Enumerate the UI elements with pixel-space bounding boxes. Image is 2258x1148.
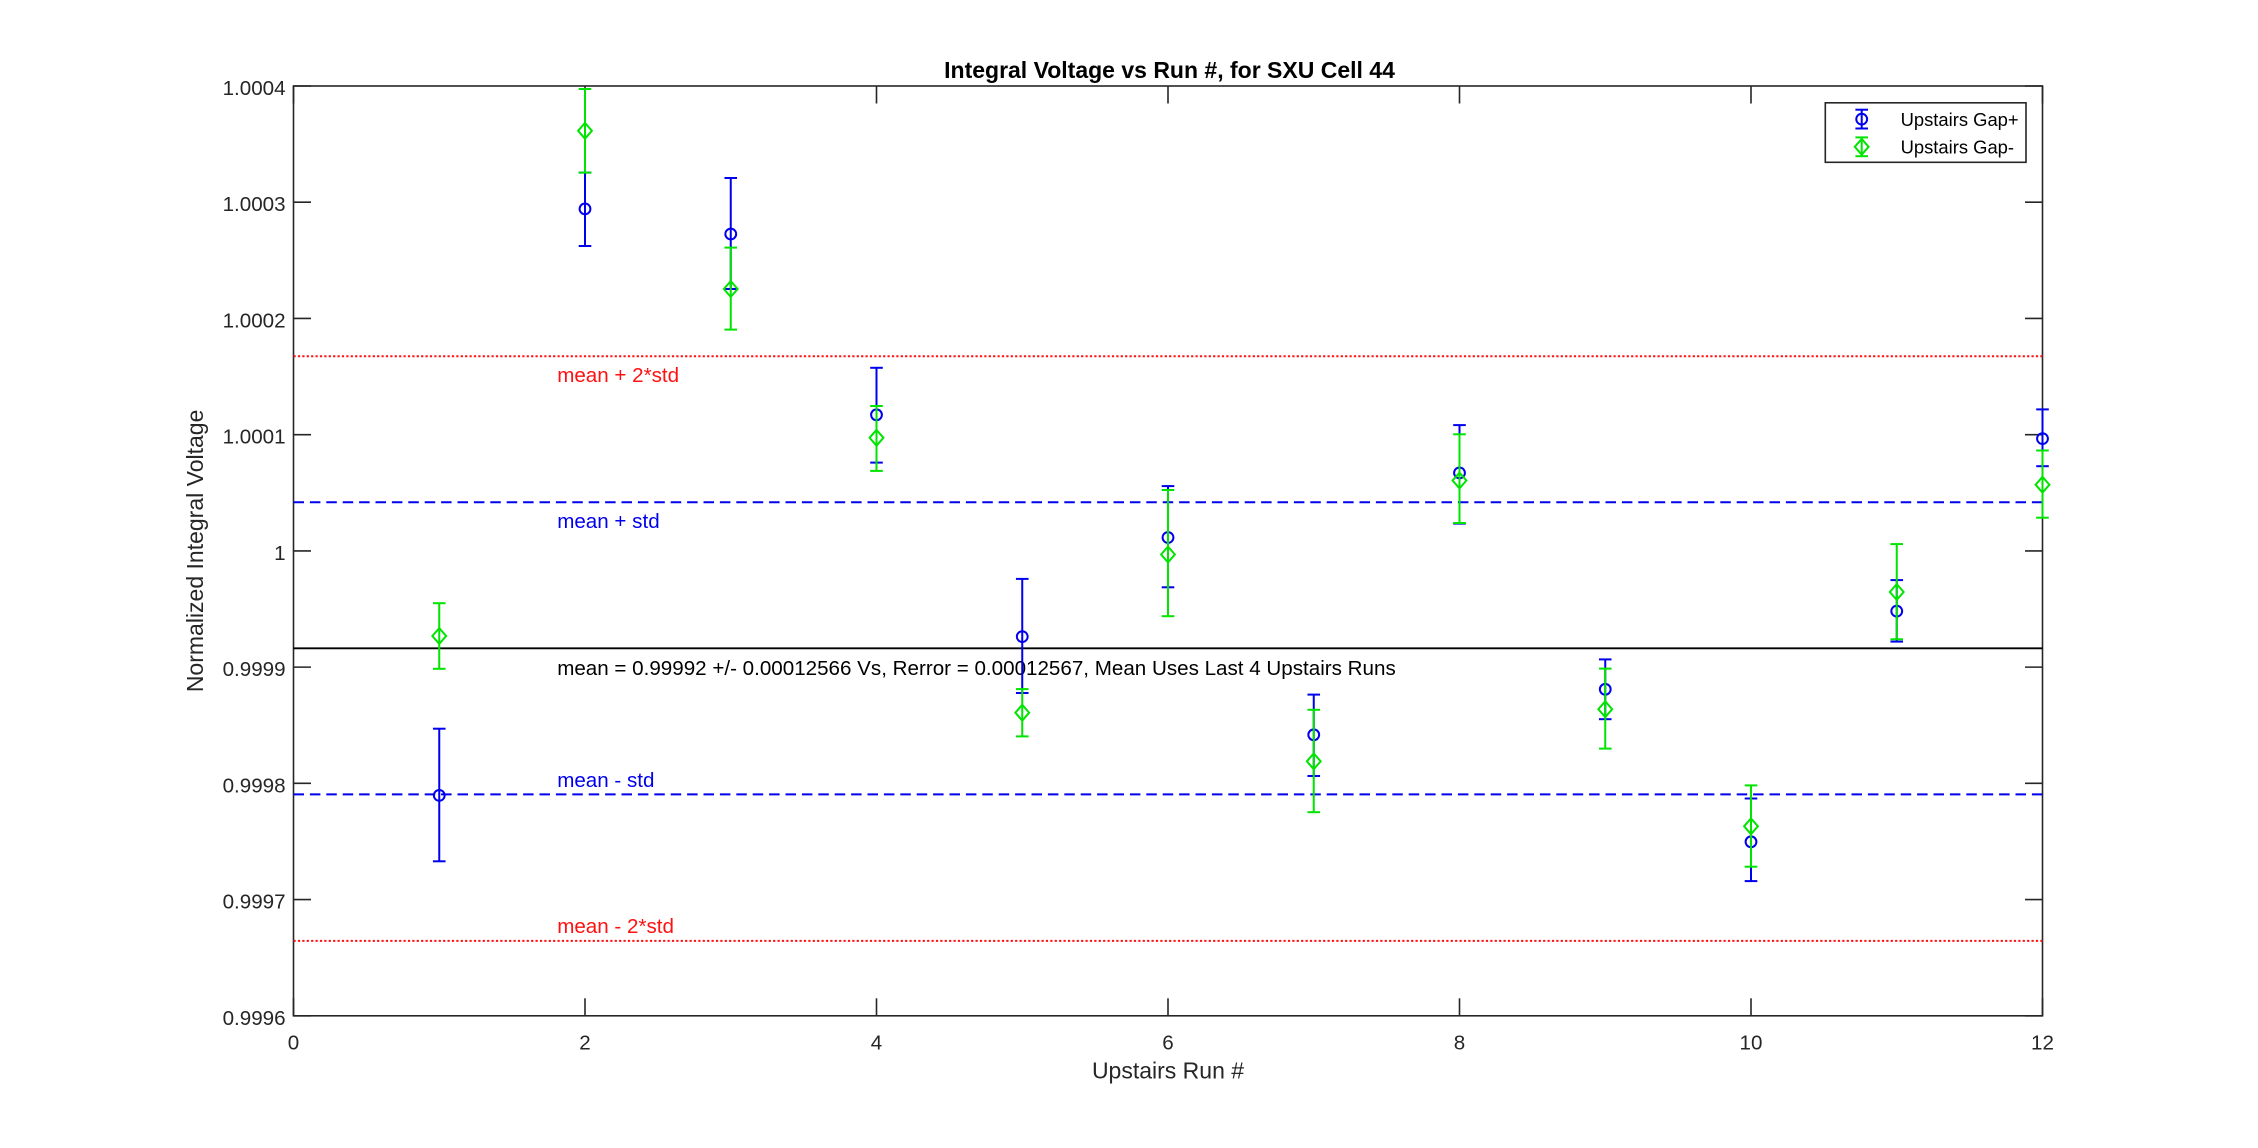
svg-text:mean - std: mean - std	[557, 769, 654, 792]
svg-text:0.9998: 0.9998	[223, 774, 286, 797]
svg-text:mean + std: mean + std	[557, 510, 659, 533]
svg-text:1.0001: 1.0001	[223, 426, 286, 449]
svg-text:mean - 2*std: mean - 2*std	[557, 915, 674, 938]
svg-text:Normalized Integral Voltage: Normalized Integral Voltage	[182, 410, 208, 693]
svg-text:6: 6	[1162, 1032, 1173, 1055]
svg-text:1.0002: 1.0002	[223, 309, 286, 332]
svg-text:8: 8	[1454, 1032, 1465, 1055]
svg-text:10: 10	[1740, 1032, 1763, 1055]
svg-text:1.0004: 1.0004	[223, 77, 286, 100]
svg-text:2: 2	[579, 1032, 590, 1055]
svg-text:0.9997: 0.9997	[223, 891, 286, 914]
svg-text:Upstairs Run #: Upstairs Run #	[1092, 1058, 1244, 1084]
svg-text:mean = 0.99992 +/- 0.00012566: mean = 0.99992 +/- 0.00012566 Vs, Rerror…	[557, 657, 1396, 680]
svg-text:Upstairs Gap+: Upstairs Gap+	[1901, 109, 2019, 130]
svg-text:mean + 2*std: mean + 2*std	[557, 364, 679, 387]
svg-text:Upstairs Gap-: Upstairs Gap-	[1901, 136, 2014, 157]
svg-text:4: 4	[871, 1032, 882, 1055]
svg-text:0.9999: 0.9999	[223, 658, 286, 681]
svg-text:0: 0	[288, 1032, 299, 1055]
svg-text:Integral Voltage vs Run #, for: Integral Voltage vs Run #, for SXU Cell …	[944, 57, 1395, 83]
svg-text:1: 1	[274, 542, 285, 565]
svg-text:12: 12	[2031, 1032, 2054, 1055]
svg-text:1.0003: 1.0003	[223, 193, 286, 216]
svg-text:0.9996: 0.9996	[223, 1007, 286, 1030]
